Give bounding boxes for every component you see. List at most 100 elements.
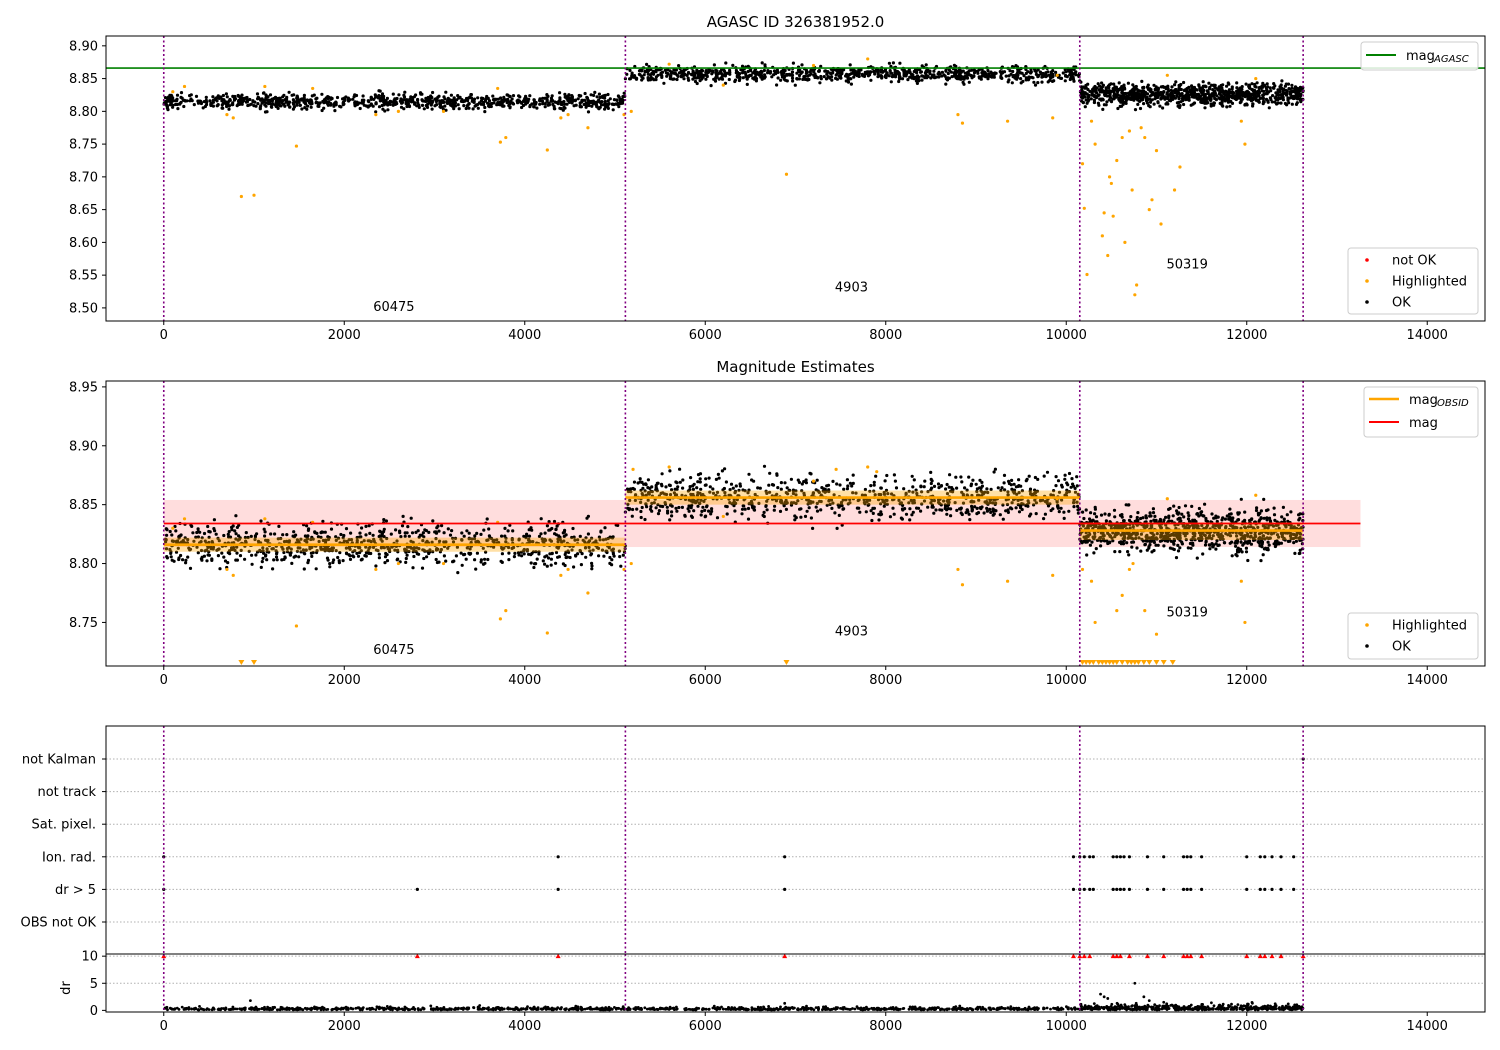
ok-point: [287, 90, 291, 94]
ok-point: [558, 97, 562, 102]
ok-point: [336, 555, 340, 560]
ok-point: [328, 565, 332, 569]
ok-point: [1101, 83, 1105, 87]
ok-point: [900, 77, 905, 81]
ok-point: [944, 68, 948, 73]
ok-point: [968, 518, 972, 522]
ok-point: [508, 105, 512, 109]
ok-point: [1290, 86, 1294, 90]
ok-point: [806, 78, 810, 82]
ok-point: [538, 98, 542, 102]
ok-point: [292, 93, 296, 97]
ok-point: [1142, 85, 1146, 89]
ok-point: [768, 471, 772, 475]
ok-point: [979, 486, 983, 490]
ok-point: [396, 550, 400, 554]
ok-point: [1253, 97, 1258, 101]
ok-point: [420, 566, 425, 570]
ok-point: [1275, 102, 1279, 106]
ok-point: [628, 68, 632, 72]
ok-point: [689, 476, 693, 480]
ok-point: [263, 534, 267, 538]
ok-point: [1056, 505, 1060, 509]
ok-point: [1029, 71, 1033, 75]
ok-point: [482, 103, 486, 107]
ok-point: [1230, 87, 1234, 91]
ok-point: [451, 560, 455, 564]
ok-point: [329, 527, 334, 531]
ok-point: [598, 95, 602, 99]
y-tick-label: 8.65: [69, 203, 98, 218]
ok-point: [325, 556, 330, 560]
ok-point: [1097, 88, 1102, 92]
ok-point: [549, 557, 554, 561]
ok-point: [1120, 85, 1124, 89]
ok-point: [848, 63, 852, 67]
ok-point: [975, 511, 979, 516]
ok-point: [597, 554, 601, 558]
ok-point: [928, 72, 932, 76]
ok-point: [1120, 88, 1125, 92]
ok-point: [274, 555, 279, 559]
ok-point: [512, 555, 517, 559]
ok-point: [580, 552, 584, 556]
ok-point: [479, 102, 483, 106]
ok-point: [539, 517, 543, 521]
ok-point: [535, 557, 539, 561]
ok-point: [763, 63, 767, 67]
ok-point: [892, 473, 897, 477]
ok-point: [1001, 517, 1005, 521]
ok-point: [398, 99, 402, 103]
ok-point: [1239, 497, 1243, 501]
ok-point: [1245, 93, 1249, 97]
ok-point: [947, 485, 951, 489]
ok-point: [1191, 90, 1195, 94]
ok-point: [579, 94, 583, 98]
ok-point: [1059, 506, 1063, 510]
ok-point: [825, 72, 829, 76]
ok-point: [355, 551, 359, 556]
ok-point: [1121, 102, 1125, 106]
ok-point: [894, 486, 899, 490]
y-tick-label: 8.60: [69, 236, 98, 251]
ok-point: [1228, 104, 1232, 108]
ok-point: [579, 105, 584, 109]
ok-point: [646, 70, 650, 74]
ok-point: [699, 513, 703, 517]
highlighted-point: [721, 83, 725, 87]
ok-point: [1151, 510, 1156, 515]
ok-point: [772, 508, 776, 512]
ok-point: [1235, 92, 1239, 96]
ok-point: [1062, 516, 1066, 521]
ok-point: [670, 510, 674, 514]
ok-point: [585, 96, 590, 100]
ok-point: [520, 105, 524, 110]
ok-point: [1017, 478, 1021, 482]
ok-point: [549, 563, 553, 567]
ok-point: [670, 488, 674, 492]
highlighted-point: [1165, 73, 1169, 77]
ok-point: [467, 106, 471, 110]
ok-point: [1227, 517, 1231, 521]
highlighted-point: [1093, 142, 1097, 146]
ok-point: [633, 64, 637, 69]
ok-point: [1186, 511, 1190, 515]
ok-point: [677, 505, 681, 510]
ok-point: [969, 484, 973, 488]
ok-point: [439, 547, 443, 552]
ok-point: [317, 539, 321, 544]
ok-point: [728, 70, 732, 74]
ok-point: [376, 549, 380, 553]
ok-point: [785, 73, 789, 77]
ok-point: [1272, 506, 1276, 510]
ok-point: [1274, 95, 1278, 99]
highlighted-point: [496, 86, 500, 91]
axes-frame: [105, 35, 1486, 322]
ok-point: [164, 527, 168, 531]
ok-point: [268, 93, 273, 97]
ok-point: [707, 509, 711, 513]
ok-point: [1286, 96, 1290, 100]
ok-point: [724, 480, 729, 484]
ok-point: [708, 69, 713, 73]
ok-point: [530, 528, 534, 532]
